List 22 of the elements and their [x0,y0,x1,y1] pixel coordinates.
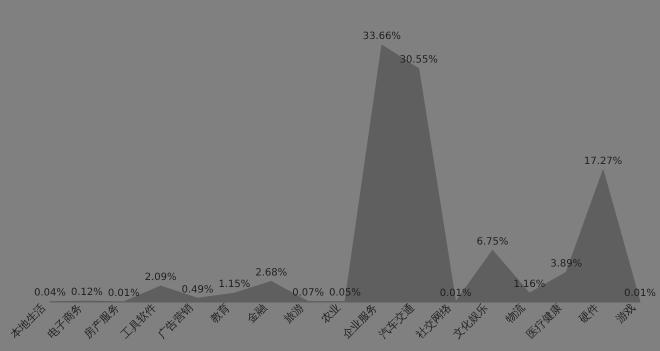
data-label: 6.75% [476,236,508,248]
data-label: 0.01% [440,288,472,299]
data-label: 1.15% [218,279,250,290]
data-label: 0.01% [624,288,656,299]
data-label: 30.55% [400,54,438,66]
data-label: 0.01% [108,288,140,299]
data-label: 0.05% [329,288,361,299]
x-tick-label: 旅游 [282,300,306,326]
data-label: 17.27% [584,156,622,168]
data-label: 3.89% [550,258,582,270]
data-label: 2.68% [255,268,288,279]
data-label: 0.49% [182,284,214,296]
data-label: 33.66% [362,31,401,42]
data-label: 0.07% [292,287,324,298]
x-tick-label: 金融 [244,300,270,326]
x-tick-label: 教育 [208,300,232,326]
data-label: 2.09% [144,272,177,284]
data-label: 0.12% [70,287,103,298]
data-label: 0.04% [34,288,66,299]
data-label: 1.16% [513,279,546,290]
x-tick-label: 游戏 [613,300,638,326]
x-tick-label: 硬件 [576,300,602,326]
